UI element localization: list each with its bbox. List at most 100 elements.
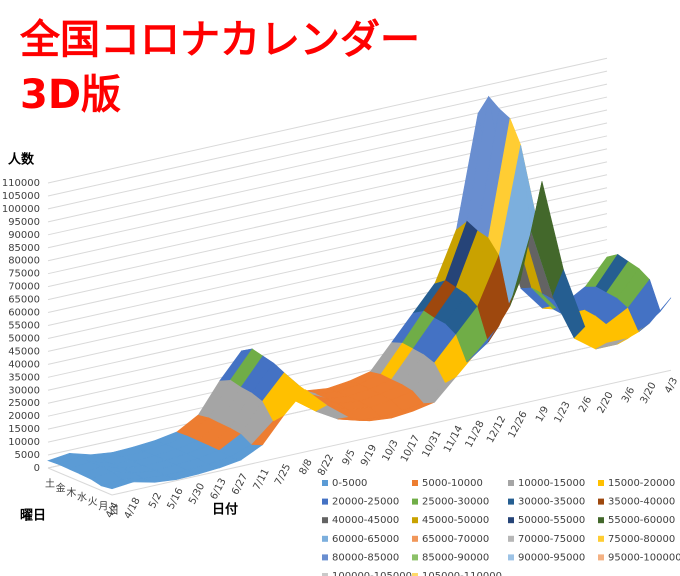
legend-swatch: [412, 554, 418, 561]
y-tick-label: 105000: [2, 191, 40, 202]
legend-label: 80000-85000: [332, 552, 399, 563]
legend-label: 90000-95000: [518, 552, 585, 563]
grid-line: [47, 316, 608, 443]
grid-line: [47, 70, 608, 197]
legend-label: 35000-40000: [608, 497, 675, 508]
y-tick-label: 45000: [8, 346, 40, 357]
floor-edge: [47, 467, 113, 496]
legend-label: 40000-45000: [332, 515, 399, 526]
z-tick-label: 日: [109, 506, 119, 517]
legend-label: 70000-75000: [518, 534, 585, 545]
legend-label: 95000-100000: [608, 552, 680, 563]
grid-line: [47, 303, 608, 430]
x-tick-label: 7/25: [273, 462, 293, 487]
y-tick-label: 55000: [8, 321, 40, 332]
x-tick-label: 11/14: [442, 424, 465, 455]
grid-line: [47, 277, 608, 404]
legend-swatch: [598, 498, 604, 505]
y-tick-label: 15000: [8, 424, 40, 435]
x-tick-label: 1/23: [553, 400, 573, 425]
z-tick-label: 金: [56, 482, 66, 495]
legend-swatch: [322, 573, 328, 576]
x-tick-label: 9/5: [341, 448, 358, 467]
y-tick-label: 40000: [8, 359, 40, 370]
legend-swatch: [508, 535, 514, 542]
legend-label: 50000-55000: [518, 515, 585, 526]
surface-patch: [638, 297, 672, 332]
legend-label: 0-5000: [332, 478, 367, 489]
x-axis-title: 日付: [212, 502, 238, 518]
legend-label: 10000-15000: [518, 478, 585, 489]
legend-swatch: [412, 480, 418, 486]
legend-swatch: [508, 480, 514, 486]
x-tick-label: 12/12: [485, 414, 508, 445]
x-tick-label: 3/20: [639, 381, 659, 406]
legend-swatch: [412, 573, 418, 576]
y-tick-label: 60000: [8, 308, 40, 319]
x-tick-label: 9/19: [359, 443, 379, 468]
legend-swatch: [322, 535, 328, 542]
x-tick-label: 4/3: [663, 376, 680, 395]
y-tick-label: 5000: [15, 450, 40, 461]
legend-label: 65000-70000: [422, 534, 489, 545]
x-tick-label: 1/9: [534, 405, 551, 424]
legend-swatch: [322, 480, 328, 486]
x-tick-label: 5/30: [187, 481, 207, 506]
legend-label: 60000-65000: [332, 534, 399, 545]
y-tick-label: 110000: [2, 178, 40, 189]
grid-layer: 0 5000 10000 15000 20000 25000 30000 35000 40000…: [2, 57, 672, 496]
legend-swatch: [508, 554, 514, 561]
x-tick-label: 5/16: [166, 486, 186, 511]
y-tick-label: 10000: [8, 437, 40, 448]
x-tick-label: 8/22: [316, 453, 336, 478]
grid-line: [47, 83, 608, 210]
legend-swatch: [322, 554, 328, 561]
surface: [47, 95, 672, 490]
grid-line: [47, 290, 608, 417]
legend-swatch: [322, 517, 328, 524]
x-tick-label: 10/3: [381, 438, 401, 463]
y-tick-label: 95000: [8, 217, 40, 228]
chart-title: 全国コロナカレンダー: [19, 17, 420, 63]
legend-swatch: [598, 480, 604, 486]
x-tick-label: 11/28: [464, 419, 487, 450]
y-tick-label: 100000: [2, 204, 40, 215]
legend-label: 100000-105000: [332, 571, 412, 576]
y-tick-label: 70000: [8, 282, 40, 293]
legend-swatch: [598, 517, 604, 524]
legend-label: 105000-110000: [422, 571, 502, 576]
z-tick-label: 月: [98, 501, 108, 513]
y-tick-label: 90000: [8, 230, 40, 241]
x-tick-label: 7/11: [252, 467, 272, 492]
legend-swatch: [508, 498, 514, 505]
legend-swatch: [412, 517, 418, 524]
grid-line: [47, 57, 608, 184]
legend-swatch: [322, 498, 328, 505]
y-tick-label: 35000: [8, 372, 40, 383]
y-tick-label: 50000: [8, 333, 40, 344]
chart-subtitle: 3D版: [20, 72, 121, 118]
z-axis-title: 曜日: [20, 509, 46, 524]
x-tick-label: 10/17: [399, 433, 422, 464]
y-tick-label: 0: [34, 463, 40, 474]
x-tick-label: 2/20: [596, 390, 616, 415]
legend-swatch: [508, 517, 514, 524]
grid-line: [47, 96, 608, 223]
legend-swatch: [598, 554, 604, 561]
y-tick-label: 20000: [8, 411, 40, 422]
floor-edge: [111, 369, 672, 496]
legend-label: 55000-60000: [608, 515, 675, 526]
y-tick-label: 65000: [8, 295, 40, 306]
legend-label: 5000-10000: [422, 478, 483, 489]
x-tick-label: 10/31: [421, 429, 444, 460]
z-tick-label: 木: [66, 487, 76, 499]
z-tick-label: 火: [88, 496, 98, 508]
legend-label: 85000-90000: [422, 552, 489, 563]
x-tick-label: 6/27: [230, 472, 250, 497]
legend-label: 25000-30000: [422, 497, 489, 508]
x-tick-label: 3/6: [620, 385, 637, 404]
z-tick-label: 土: [45, 477, 55, 490]
legend-label: 45000-50000: [422, 515, 489, 526]
legend-swatch: [412, 535, 418, 542]
